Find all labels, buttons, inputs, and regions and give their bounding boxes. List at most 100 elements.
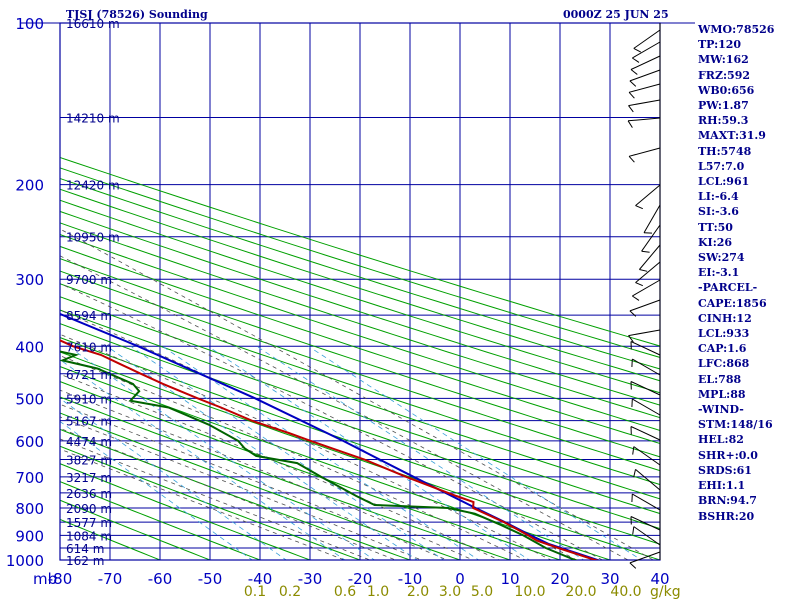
pressure-tick-label: 800 [15, 500, 44, 518]
wind-barb-flag [628, 91, 635, 99]
dry-adiabat [60, 210, 660, 406]
index-row: SHR+:0.0 [698, 448, 758, 462]
dry-adiabat [60, 188, 660, 382]
dry-adiabat [60, 445, 362, 560]
dry-adiabat [60, 222, 660, 419]
mixing-ratio-label: 1.0 [367, 584, 389, 600]
dry-adiabat [60, 270, 660, 472]
temperature-tick-label: -50 [198, 570, 223, 588]
dry-adiabat [60, 167, 660, 358]
mixing-ratio-line [308, 345, 643, 560]
dry-adiabat [60, 366, 612, 560]
temperature-tick-label: -30 [298, 570, 323, 588]
height-label: 7610 m [66, 340, 112, 354]
wind-barb [633, 446, 661, 466]
moist-adiabat [60, 333, 552, 560]
wind-barb [632, 493, 661, 511]
sounding-datetime: 0000Z 25 JUN 25 [563, 8, 669, 21]
wind-barb-flag [632, 295, 640, 301]
index-row: BRN:94.7 [698, 494, 757, 508]
wind-barb [635, 184, 661, 206]
wind-barb-flag [633, 469, 636, 478]
temperature-tick-label: 40 [650, 570, 669, 588]
pressure-tick-label: 600 [15, 433, 44, 451]
wind-barb [632, 279, 661, 297]
mixing-ratio-label: 10.0 [514, 584, 545, 600]
pressure-tick-label: 400 [15, 338, 44, 356]
pressure-tick-label: 900 [15, 527, 44, 545]
index-row: RH:59.3 [698, 114, 749, 128]
dewpoint-trace [60, 350, 579, 560]
index-row: -PARCEL- [698, 281, 758, 295]
temperature-tick-label: 0 [455, 570, 465, 588]
index-row: HEL:82 [698, 433, 744, 447]
moist-adiabat [60, 427, 397, 560]
index-row: TP:120 [698, 38, 742, 52]
height-label: 5910 m [66, 392, 112, 406]
temperature-tick-label: 20 [550, 570, 569, 588]
pressure-tick-label: 100 [15, 15, 44, 33]
height-label: 162 m [66, 554, 104, 568]
wind-barb [641, 224, 661, 252]
height-label: 9700 m [66, 273, 112, 287]
index-row: CINH:12 [698, 311, 752, 325]
temperature-tick-label: -70 [98, 570, 123, 588]
wind-barb-flag [641, 250, 650, 253]
mixing-ratio-line [207, 345, 531, 560]
dry-adiabat [60, 481, 262, 560]
wind-barb [628, 329, 661, 337]
height-label: 614 m [66, 542, 104, 556]
moist-adiabat [60, 416, 423, 560]
mixing-ratio-label: 0.2 [279, 584, 301, 600]
mixing-ratio-line [130, 345, 445, 560]
dry-adiabat [60, 499, 212, 560]
wind-barb-flag [635, 205, 643, 210]
pressure-tick-label: 700 [15, 469, 44, 487]
wind-barb-flag [628, 155, 635, 163]
dry-adiabat [60, 463, 312, 560]
wind-barb [630, 381, 661, 396]
height-label: 5167 m [66, 415, 112, 429]
index-row: LCL:933 [698, 327, 750, 341]
height-label: 14210 m [66, 112, 120, 126]
dry-adiabat [60, 381, 562, 560]
index-row: PW:1.87 [698, 99, 749, 113]
wind-barb [632, 398, 661, 416]
dry-adiabat [60, 518, 162, 560]
temperature-tick-label: -20 [348, 570, 373, 588]
dry-adiabat [60, 337, 660, 545]
index-row: WMO:78526 [698, 23, 775, 36]
temperature-tick-label: -10 [398, 570, 423, 588]
mixing-ratio-line [162, 345, 480, 560]
height-label: 6721 m [66, 368, 112, 382]
wind-barb [628, 147, 661, 157]
sounding-title: TJSJ (78526) Sounding [66, 8, 208, 21]
wind-barb-flag [632, 57, 640, 63]
height-label: 1577 m [66, 516, 112, 530]
mixing-ratio-label: 20.0 [565, 584, 596, 600]
mixing-ratio-line [67, 345, 376, 560]
wind-barb-flag [627, 120, 633, 128]
mixing-ratio-unit: g/kg [650, 584, 681, 600]
index-row: FRZ:592 [698, 68, 751, 82]
wind-barb [629, 551, 661, 564]
wind-barb-flag [629, 310, 637, 317]
wind-barbs [627, 23, 661, 569]
dry-adiabat [60, 296, 660, 500]
pressure-tick-label: 200 [15, 177, 44, 195]
wind-barb [639, 244, 661, 270]
dry-adiabat [60, 323, 660, 530]
wind-barb [635, 469, 661, 491]
wind-barb-flag [630, 69, 638, 75]
index-row: EHI:1.1 [698, 479, 746, 493]
mixing-ratio-label: 0.6 [334, 584, 356, 600]
wind-barb [628, 117, 661, 122]
dry-adiabat [60, 234, 660, 431]
wind-barb-flag [628, 105, 634, 113]
wind-barb [630, 341, 661, 356]
wind-barb [629, 69, 661, 82]
mixing-ratio-line [60, 398, 287, 560]
height-label: 8594 m [66, 309, 112, 323]
